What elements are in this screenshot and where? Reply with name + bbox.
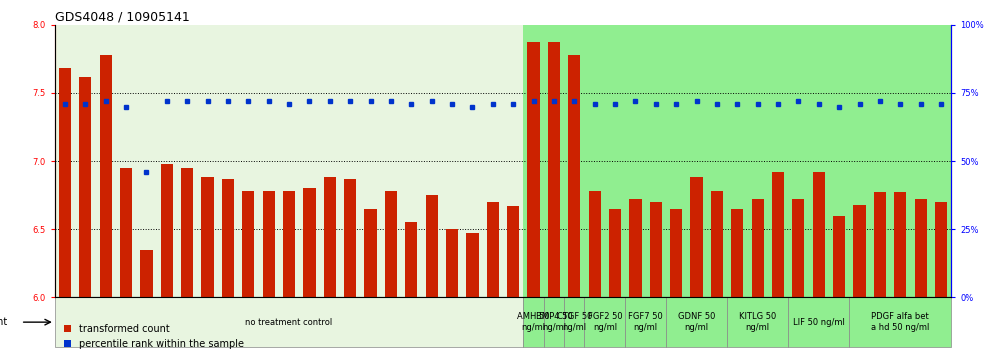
Bar — [564, 297, 585, 347]
Bar — [140, 250, 152, 297]
Bar — [914, 199, 926, 297]
Text: GDNF 50
ng/ml: GDNF 50 ng/ml — [678, 313, 715, 332]
Text: KITLG 50
ng/ml: KITLG 50 ng/ml — [739, 313, 776, 332]
Bar — [181, 168, 193, 297]
Bar — [100, 55, 112, 297]
Bar — [201, 177, 214, 297]
Bar — [788, 25, 850, 297]
Bar — [854, 205, 866, 297]
Bar — [629, 199, 641, 297]
Bar — [585, 25, 625, 297]
Bar — [365, 209, 376, 297]
Bar — [523, 297, 544, 347]
Text: LIF 50 ng/ml: LIF 50 ng/ml — [793, 318, 845, 327]
Bar — [528, 42, 540, 297]
Bar — [568, 55, 581, 297]
Bar — [466, 233, 478, 297]
Bar — [120, 168, 132, 297]
Bar — [649, 202, 662, 297]
Bar — [222, 179, 234, 297]
Bar — [384, 191, 397, 297]
Bar — [160, 164, 173, 297]
Text: FGF2 50
ng/ml: FGF2 50 ng/ml — [588, 313, 622, 332]
Bar — [585, 297, 625, 347]
Bar — [487, 202, 499, 297]
Bar — [727, 297, 788, 347]
Text: FGF7 50
ng/ml: FGF7 50 ng/ml — [628, 313, 663, 332]
Bar — [625, 25, 666, 297]
Text: no treatment control: no treatment control — [245, 318, 333, 327]
Text: agent: agent — [0, 317, 7, 327]
Bar — [813, 172, 825, 297]
Bar — [833, 216, 846, 297]
Bar — [873, 193, 886, 297]
Text: GDS4048 / 10905141: GDS4048 / 10905141 — [55, 11, 189, 24]
Bar — [670, 209, 682, 297]
Bar — [425, 195, 438, 297]
Bar — [263, 191, 275, 297]
Text: BMP4 50
ng/ml: BMP4 50 ng/ml — [536, 313, 573, 332]
Text: CTGF 50
ng/ml: CTGF 50 ng/ml — [557, 313, 592, 332]
Bar — [792, 199, 805, 297]
Bar — [772, 172, 784, 297]
Bar — [850, 25, 951, 297]
Bar — [344, 179, 357, 297]
Bar — [55, 25, 523, 297]
Bar — [242, 191, 254, 297]
Bar — [788, 297, 850, 347]
Legend: transformed count, percentile rank within the sample: transformed count, percentile rank withi… — [60, 320, 248, 353]
Bar — [507, 206, 519, 297]
Bar — [304, 188, 316, 297]
Bar — [690, 177, 702, 297]
Bar — [666, 25, 727, 297]
Bar — [731, 209, 743, 297]
Bar — [283, 191, 295, 297]
Bar — [589, 191, 601, 297]
Bar — [446, 229, 458, 297]
Bar — [894, 193, 906, 297]
Text: AMH 50
ng/ml: AMH 50 ng/ml — [517, 313, 550, 332]
Bar — [405, 222, 417, 297]
Bar — [752, 199, 764, 297]
Bar — [625, 297, 666, 347]
Bar — [564, 25, 585, 297]
Bar — [55, 297, 523, 347]
Bar — [711, 191, 723, 297]
Bar — [544, 297, 564, 347]
Bar — [727, 25, 788, 297]
Bar — [59, 68, 71, 297]
Bar — [544, 25, 564, 297]
Bar — [523, 25, 544, 297]
Bar — [80, 76, 92, 297]
Bar — [324, 177, 336, 297]
Bar — [850, 297, 951, 347]
Text: PDGF alfa bet
a hd 50 ng/ml: PDGF alfa bet a hd 50 ng/ml — [872, 313, 929, 332]
Bar — [548, 42, 560, 297]
Bar — [935, 202, 947, 297]
Bar — [609, 209, 622, 297]
Bar — [666, 297, 727, 347]
